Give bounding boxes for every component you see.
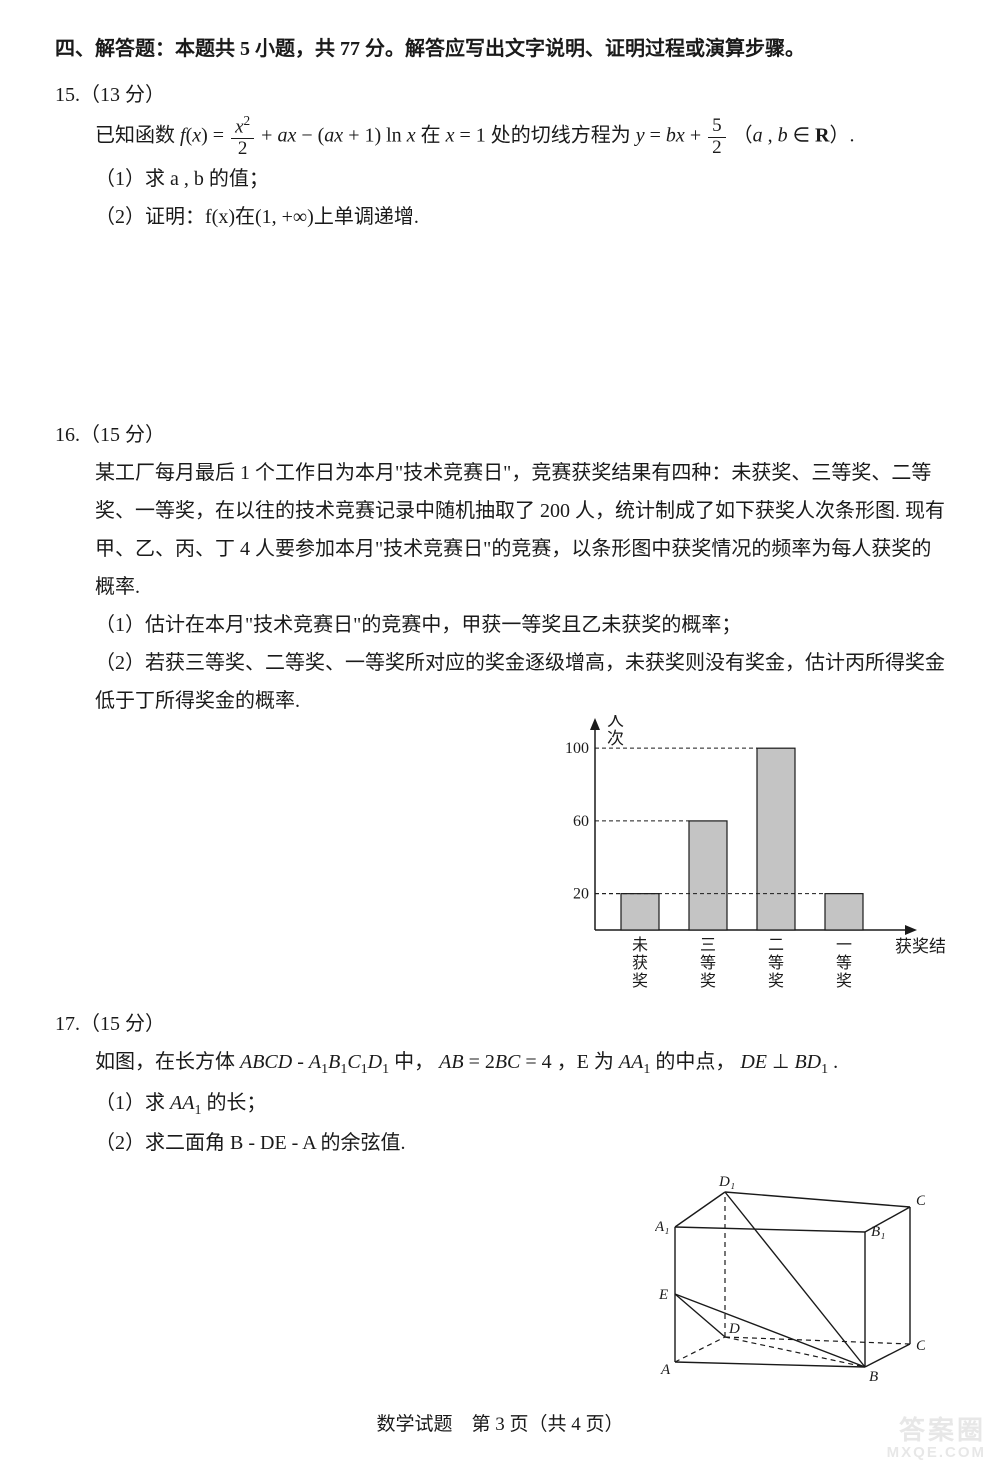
q15-body: 已知函数 f(x) = x22 + ax − (ax + 1) ln x 在 x… [55, 114, 945, 236]
q17-stem: 如图，在长方体 ABCD - A1B1C1D1 中， AB = 2BC = 4 … [95, 1043, 945, 1084]
svg-text:E: E [658, 1287, 668, 1303]
cuboid-svg: A B C D A₁ B₁ C₁ D₁ E [655, 1172, 925, 1382]
q17-body: 如图，在长方体 ABCD - A1B1C1D1 中， AB = 2BC = 4 … [55, 1043, 945, 1162]
problem-15: 15.（13 分） 已知函数 f(x) = x22 + ax − (ax + 1… [55, 76, 945, 236]
svg-text:等: 等 [836, 954, 852, 972]
svg-text:A: A [660, 1362, 671, 1378]
svg-text:D₁: D₁ [718, 1174, 735, 1190]
svg-text:奖: 奖 [836, 972, 852, 990]
svg-text:C₁: C₁ [916, 1193, 925, 1209]
svg-text:未: 未 [632, 936, 648, 954]
svg-text:次: 次 [607, 729, 624, 748]
cuboid-diagram: A B C D A₁ B₁ C₁ D₁ E [655, 1172, 925, 1382]
q15-part2: （2）证明：f(x)在(1, +∞)上单调递增. [95, 198, 945, 236]
fraction: 52 [708, 116, 726, 159]
q15-stem: 已知函数 f(x) = x22 + ax − (ax + 1) ln x 在 x… [95, 114, 945, 160]
page-footer: 数学试题 第 3 页（共 4 页） [0, 1407, 1000, 1443]
paren-l: （ [733, 125, 753, 147]
t: ，E 为 [557, 1051, 619, 1073]
bar-chart: 人次未获奖三等奖二等奖一等奖2060100获奖结果 [545, 715, 945, 1005]
svg-text:奖: 奖 [700, 972, 716, 990]
q16-part1: （1）估计在本月"技术竞赛日"的竞赛中，甲获一等奖且乙未获奖的概率； [95, 606, 945, 644]
fraction: x22 [231, 114, 254, 160]
svg-text:获: 获 [632, 954, 648, 972]
q15-part1: （1）求 a , b 的值； [95, 160, 945, 198]
spacer [55, 246, 945, 416]
problem-16: 16.（15 分） 某工厂每月最后 1 个工作日为本月"技术竞赛日"，竞赛获奖结… [55, 416, 945, 720]
svg-text:奖: 奖 [632, 972, 648, 990]
bar-chart-svg: 人次未获奖三等奖二等奖一等奖2060100获奖结果 [545, 715, 945, 1005]
watermark: 答案圈 MXQE.COM [887, 1416, 986, 1461]
t: 的中点， [655, 1051, 735, 1073]
svg-text:D: D [728, 1321, 740, 1337]
q16-number: 16.（15 分） [55, 424, 165, 446]
svg-text:等: 等 [768, 954, 784, 972]
t: 的长； [206, 1092, 266, 1114]
svg-text:B: B [869, 1369, 878, 1382]
svg-text:人: 人 [607, 715, 624, 730]
svg-text:三: 三 [700, 937, 716, 954]
q17-part1: （1）求 AA1 的长； [95, 1084, 945, 1125]
q17-number: 17.（15 分） [55, 1013, 165, 1035]
t: 如图，在长方体 [95, 1051, 240, 1073]
watermark-line2: MXQE.COM [887, 1445, 986, 1462]
t: （1）求 [95, 1092, 170, 1114]
svg-text:20: 20 [573, 886, 589, 903]
svg-text:B₁: B₁ [871, 1224, 885, 1240]
watermark-line1: 答案圈 [887, 1416, 986, 1445]
q16-part2: （2）若获三等奖、二等奖、一等奖所对应的奖金逐级增高，未获奖则没有奖金，估计丙所… [95, 644, 945, 720]
svg-text:C: C [916, 1338, 925, 1354]
section-header: 四、解答题：本题共 5 小题，共 77 分。解答应写出文字说明、证明过程或演算步… [55, 30, 945, 68]
svg-text:100: 100 [565, 740, 589, 757]
problem-17: 17.（15 分） 如图，在长方体 ABCD - A1B1C1D1 中， AB … [55, 1005, 945, 1162]
math: f [180, 125, 186, 147]
svg-text:奖: 奖 [768, 972, 784, 990]
svg-text:一: 一 [836, 937, 852, 954]
svg-text:等: 等 [700, 954, 716, 972]
svg-text:60: 60 [573, 813, 589, 830]
paren-r: ）. [829, 125, 854, 147]
t: 中， [394, 1051, 434, 1073]
q17-part2: （2）求二面角 B - DE - A 的余弦值. [95, 1124, 945, 1162]
svg-text:二: 二 [768, 937, 784, 954]
t: . [833, 1051, 838, 1073]
q15-number: 15.（13 分） [55, 84, 165, 106]
svg-text:获奖结果: 获奖结果 [895, 937, 945, 956]
q15-text-a: 已知函数 [95, 125, 180, 147]
svg-text:A₁: A₁ [655, 1219, 669, 1235]
q16-body: 某工厂每月最后 1 个工作日为本月"技术竞赛日"，竞赛获奖结果有四种：未获奖、三… [55, 454, 945, 720]
q16-stem: 某工厂每月最后 1 个工作日为本月"技术竞赛日"，竞赛获奖结果有四种：未获奖、三… [95, 454, 945, 606]
